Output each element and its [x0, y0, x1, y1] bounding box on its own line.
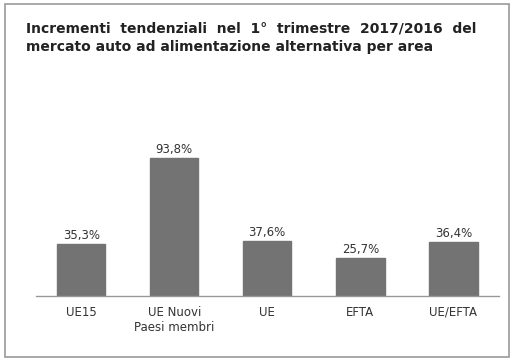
Text: 35,3%: 35,3%: [63, 229, 100, 242]
Text: 93,8%: 93,8%: [156, 143, 193, 156]
Bar: [57, 244, 105, 296]
Text: 37,6%: 37,6%: [249, 226, 286, 239]
Text: Incrementi  tendenziali  nel  1°  trimestre  2017/2016  del
mercato auto ad alim: Incrementi tendenziali nel 1° trimestre …: [26, 22, 476, 54]
Text: 25,7%: 25,7%: [342, 243, 379, 256]
Bar: [336, 258, 384, 296]
Bar: [429, 243, 478, 296]
Bar: [243, 241, 291, 296]
Text: 36,4%: 36,4%: [435, 227, 472, 240]
Bar: [150, 158, 198, 296]
